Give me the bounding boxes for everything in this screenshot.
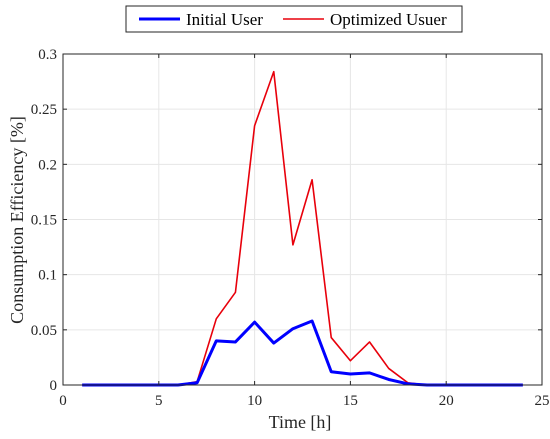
- x-tick-labels: 0 5 10 15 20 25: [59, 393, 549, 409]
- x-axis-label: Time [h]: [269, 412, 332, 432]
- y-tick-label: 0.2: [38, 157, 57, 173]
- y-tick-label: 0.3: [38, 47, 57, 63]
- legend-label-initial-user: Initial User: [186, 10, 263, 29]
- y-axis-label: Consumption Efficiency [%]: [7, 116, 27, 324]
- y-tick-labels: 0 0.05 0.1 0.15 0.2 0.25 0.3: [31, 47, 57, 394]
- tick-marks: [62, 53, 543, 386]
- series-line-initial-user: [82, 319, 523, 387]
- y-tick-label: 0.1: [38, 268, 57, 284]
- y-tick-label: 0.25: [31, 102, 57, 118]
- x-tick-label: 25: [535, 393, 550, 409]
- y-tick-label: 0: [50, 378, 58, 394]
- legend: Initial User Optimized Usuer: [125, 5, 463, 33]
- x-tick-label: 0: [59, 393, 67, 409]
- grid-lines: [62, 53, 543, 386]
- series-line-optimized-usuer: [82, 70, 523, 386]
- x-tick-label: 10: [247, 393, 262, 409]
- series-lines: [82, 70, 523, 387]
- y-tick-label: 0.05: [31, 323, 57, 339]
- legend-label-optimized-usuer: Optimized Usuer: [330, 10, 447, 29]
- y-tick-label: 0.15: [31, 213, 57, 229]
- x-tick-label: 5: [155, 393, 163, 409]
- x-tick-label: 20: [439, 393, 454, 409]
- x-tick-label: 15: [343, 393, 358, 409]
